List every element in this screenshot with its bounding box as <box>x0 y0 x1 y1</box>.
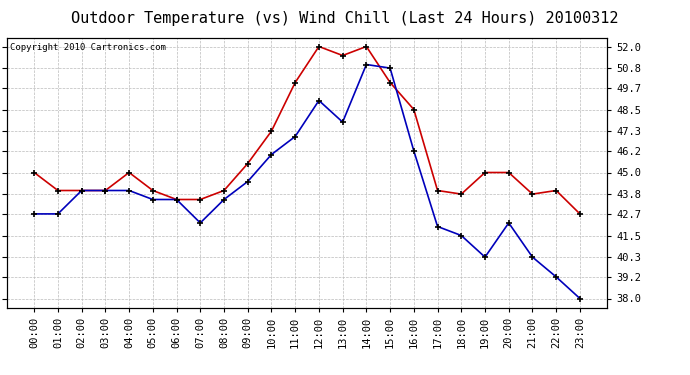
Text: Copyright 2010 Cartronics.com: Copyright 2010 Cartronics.com <box>10 43 166 52</box>
Text: Outdoor Temperature (vs) Wind Chill (Last 24 Hours) 20100312: Outdoor Temperature (vs) Wind Chill (Las… <box>71 11 619 26</box>
